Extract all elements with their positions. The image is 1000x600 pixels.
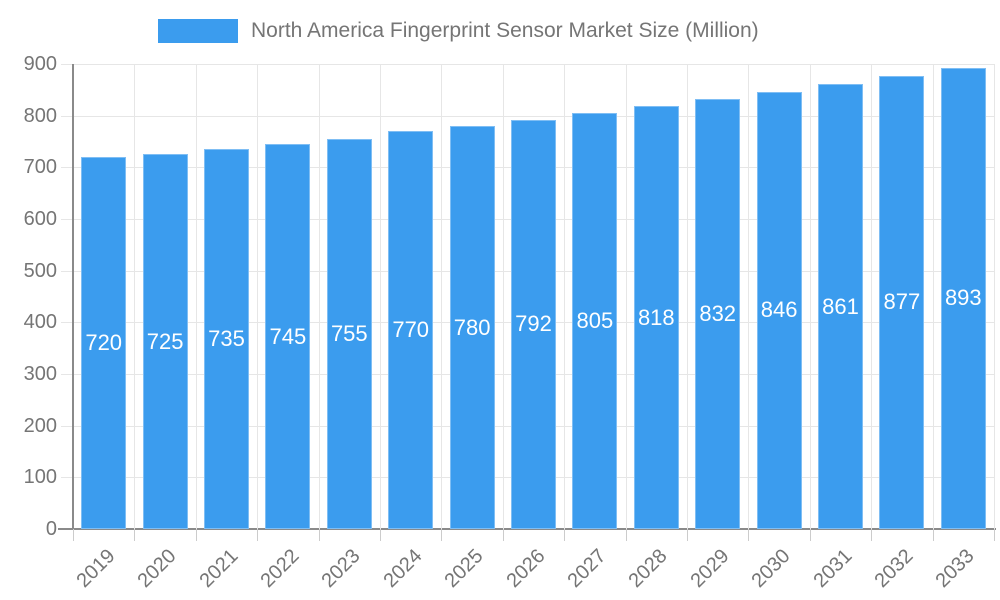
y-axis-tick-label: 500 — [23, 259, 57, 282]
x-gridline — [625, 64, 627, 529]
bar-value-label: 818 — [637, 304, 675, 330]
x-axis-category-label: 2027 — [563, 545, 611, 593]
x-axis-category-label: 2022 — [256, 545, 304, 593]
bar-column-2025[interactable]: 780 — [449, 126, 495, 529]
legend[interactable]: North America Fingerprint Sensor Market … — [158, 19, 759, 43]
x-axis-tick — [687, 529, 688, 541]
y-axis-tick-label: 100 — [23, 466, 57, 489]
bar-column-2019[interactable]: 720 — [81, 157, 127, 529]
x-axis-tick — [257, 529, 259, 541]
x-axis-category-label: 2025 — [440, 545, 488, 593]
x-axis-category-label: 2024 — [379, 545, 427, 593]
bar-column-2026[interactable]: 792 — [511, 119, 556, 529]
x-axis-tick — [932, 529, 934, 541]
y-axis-tick-label: 600 — [23, 208, 57, 230]
x-gridline — [502, 64, 504, 529]
bar-column-2027[interactable]: 805 — [572, 113, 618, 529]
x-gridline — [748, 64, 750, 529]
y-gridline — [61, 64, 994, 65]
y-axis-line — [72, 64, 74, 529]
y-axis-tick-label: 900 — [23, 53, 57, 75]
bar-value-label: 770 — [392, 317, 430, 343]
bar-column-2023[interactable]: 755 — [326, 138, 372, 529]
bar-value-label: 735 — [208, 326, 245, 352]
x-gridline — [687, 64, 688, 529]
x-axis-category-label: 2020 — [133, 545, 181, 593]
bar-column-2020[interactable]: 725 — [142, 154, 188, 529]
x-axis-tick — [134, 529, 136, 541]
x-axis-category-label: 2023 — [317, 545, 365, 593]
y-axis-tick-label: 200 — [23, 414, 57, 437]
x-axis-category-label: 2028 — [624, 545, 672, 593]
bar-value-label: 745 — [269, 323, 307, 349]
x-axis-tick — [73, 529, 74, 541]
bar-value-label: 725 — [146, 328, 184, 354]
bar-column-2024[interactable]: 770 — [388, 131, 434, 529]
x-axis-category-label: 2026 — [502, 545, 550, 593]
bar-value-label: 832 — [699, 301, 737, 327]
x-axis-tick — [625, 529, 627, 541]
bar-value-label: 720 — [85, 330, 123, 355]
x-gridline — [257, 64, 259, 529]
x-axis-tick — [564, 529, 566, 541]
bar-value-label: 805 — [576, 308, 614, 334]
bar-value-label: 755 — [330, 320, 368, 346]
x-axis-tick — [809, 529, 811, 541]
x-axis-category-label: 2033 — [931, 545, 979, 593]
bar-column-2031[interactable]: 861 — [818, 84, 863, 529]
bar-column-2033[interactable]: 893 — [940, 67, 986, 529]
bar-value-label: 893 — [944, 285, 982, 311]
x-gridline — [441, 64, 443, 529]
bar-column-2028[interactable]: 818 — [633, 106, 679, 529]
bar-column-2029[interactable]: 832 — [695, 99, 741, 529]
x-gridline — [932, 64, 934, 529]
x-axis-category-label: 2030 — [747, 545, 795, 593]
x-gridline — [809, 64, 811, 529]
bar-value-label: 792 — [515, 311, 552, 337]
legend-swatch — [158, 19, 238, 43]
y-axis-tick-label: 0 — [45, 518, 57, 540]
bar-column-2021[interactable]: 735 — [204, 149, 249, 529]
x-gridline — [871, 64, 873, 529]
bar-value-label: 846 — [760, 297, 798, 323]
x-axis-tick — [441, 529, 443, 541]
y-axis-tick-label: 400 — [23, 311, 57, 334]
bar-value-label: 780 — [453, 314, 491, 340]
x-gridline — [134, 64, 136, 529]
x-axis-category-label: 2021 — [195, 545, 243, 593]
x-axis-tick — [748, 529, 750, 541]
bar-column-2032[interactable]: 877 — [879, 75, 925, 529]
y-axis-tick-label: 700 — [23, 156, 57, 179]
x-axis-category-label: 2029 — [686, 545, 734, 593]
x-axis-tick — [871, 529, 873, 541]
legend-label: North America Fingerprint Sensor Market … — [251, 19, 759, 42]
x-axis-category-label: 2019 — [72, 545, 120, 593]
x-gridline — [380, 64, 381, 529]
x-axis-line — [58, 528, 996, 530]
x-axis-tick — [502, 529, 504, 541]
bar-value-label: 861 — [822, 293, 859, 319]
x-gridline — [564, 64, 566, 529]
bar-column-2022[interactable]: 745 — [265, 144, 311, 529]
y-axis-tick-label: 300 — [23, 363, 57, 385]
x-axis-tick — [195, 529, 197, 541]
bar-value-label: 877 — [883, 289, 921, 315]
x-gridline — [195, 64, 197, 529]
x-axis-category-label: 2032 — [870, 545, 918, 593]
y-gridline — [61, 115, 994, 117]
x-axis-category-label: 2031 — [809, 545, 857, 593]
x-axis-tick — [380, 529, 381, 541]
x-axis-tick — [318, 529, 320, 541]
x-gridline — [318, 64, 320, 529]
x-axis-tick — [994, 529, 995, 541]
y-axis-tick-label: 800 — [23, 104, 57, 127]
x-gridline — [994, 64, 995, 529]
bar-column-2030[interactable]: 846 — [756, 91, 802, 529]
